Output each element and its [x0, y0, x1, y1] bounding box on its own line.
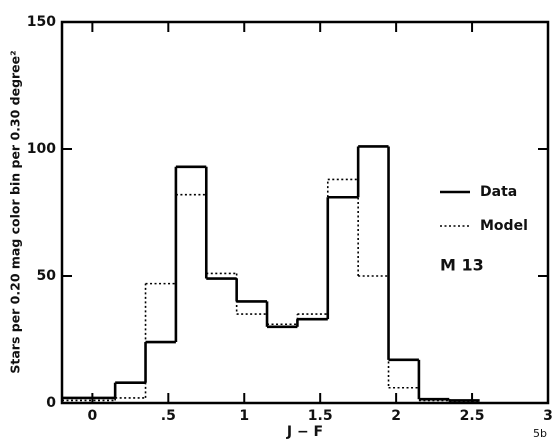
x-tick-label: 1.5 [308, 408, 333, 424]
legend-label: Model [480, 218, 528, 234]
legend-label: Data [480, 184, 517, 200]
plot-frame [60, 20, 550, 405]
x-tick-label: 1 [239, 408, 249, 424]
y-tick-label: 50 [37, 268, 57, 284]
x-tick-label: 2 [391, 408, 401, 424]
x-axis-label: J − F [286, 424, 323, 440]
y-tick-label: 100 [27, 141, 56, 157]
y-tick-label: 150 [27, 14, 56, 30]
x-tick-label: 0 [88, 408, 98, 424]
x-tick-label: 3 [543, 408, 553, 424]
annotation: M 13 [440, 256, 484, 275]
x-tick-label: .5 [161, 408, 176, 424]
corner-label: 5b [533, 427, 547, 440]
y-tick-label: 0 [46, 395, 56, 411]
x-tick-label: 2.5 [460, 408, 485, 424]
y-axis-label: Stars per 0.20 mag color bin per 0.30 de… [8, 50, 23, 373]
